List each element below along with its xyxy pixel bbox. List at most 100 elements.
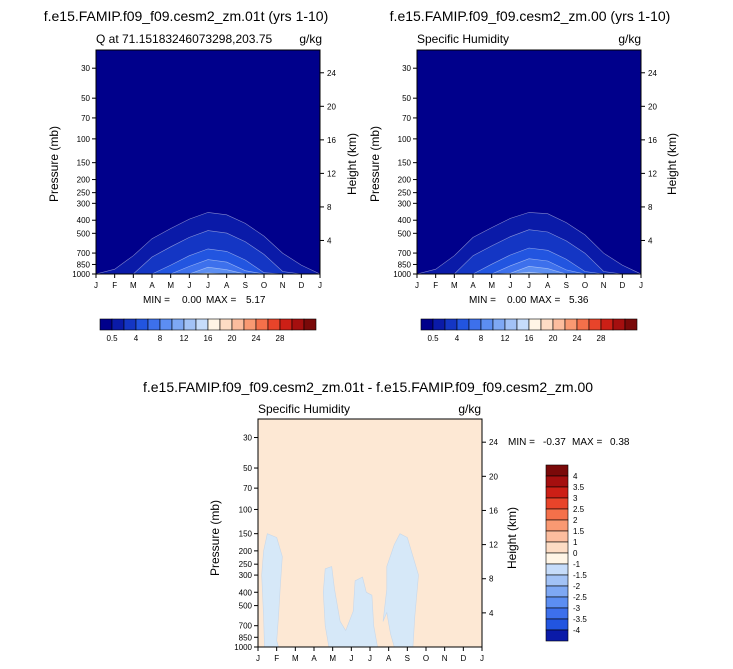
panel-1-xtick-label: M: [130, 281, 137, 290]
panel-1-colorbar-swatch: [267, 318, 281, 331]
panel-3-colorbar-label: -2: [573, 582, 581, 591]
panel-1-colorbar-swatch: [207, 318, 221, 331]
panel-1-ytick-label: 250: [77, 189, 91, 198]
panel-2-y2tick-label: 8: [648, 203, 653, 212]
panel-3-xtick-label: O: [423, 654, 429, 663]
panel-2-ylabel-right: Height (km): [665, 133, 679, 195]
panel-2-xtick-label: J: [639, 281, 643, 290]
panel-3-ytick-label: 1000: [234, 643, 252, 652]
panel-2-colorbar-swatch: [612, 318, 626, 331]
panel-3-colorbar-swatch: [545, 508, 569, 521]
panel-1-colorbar-label: 12: [180, 334, 189, 343]
panel-3-ytick-label: 50: [243, 464, 252, 473]
panel-1-colorbar-label: 24: [252, 334, 261, 343]
panel-1-min-value: 0.00: [182, 295, 202, 306]
panel-2-colorbar-swatch: [600, 318, 614, 331]
panel-3-y2tick-label: 12: [489, 541, 498, 550]
panel-1-xtick-label: J: [318, 281, 322, 290]
panel-2-ytick-label: 100: [398, 135, 412, 144]
panel-1-xtick-label: A: [224, 281, 230, 290]
panel-1-ytick-label: 300: [77, 199, 91, 208]
panel-2-ytick-label: 500: [398, 229, 412, 238]
panel-1-colorbar-label: 4: [134, 334, 139, 343]
panel-2-y2tick-label: 12: [648, 169, 657, 178]
panel-3-y2tick-label: 8: [489, 575, 494, 584]
panel-2-ytick-label: 400: [398, 216, 412, 225]
panel-1-max-value: 5.17: [246, 295, 266, 306]
panel-1-colorbar-swatch: [243, 318, 257, 331]
panel-1-ytick-label: 150: [77, 159, 91, 168]
panel-2-colorbar-swatch: [420, 318, 434, 331]
panel-3-colorbar-swatch: [545, 563, 569, 576]
panel-1-xtick-label: N: [280, 281, 286, 290]
panel-3-title: f.e15.FAMIP.f09_f09.cesm2_zm.01t - f.e15…: [143, 379, 593, 395]
panel-1-xtick-label: F: [112, 281, 117, 290]
panel-1-xtick-label: A: [149, 281, 155, 290]
panel-2-colorbar-label: 16: [525, 334, 534, 343]
panel-2-xtick-label: M: [488, 281, 495, 290]
panel-1-y2tick-label: 8: [327, 203, 332, 212]
panel-1-max-label: MAX =: [206, 295, 236, 306]
panel-1-colorbar-label: 28: [276, 334, 285, 343]
panel-1-colorbar-label: 16: [204, 334, 213, 343]
panel-3-y2tick-label: 24: [489, 438, 498, 447]
panel-2-ytick-label: 250: [398, 189, 412, 198]
panel-3-colorbar-swatch: [545, 618, 569, 631]
panel-1-colorbar-label: 0.5: [106, 334, 118, 343]
panel-1-colorbar-swatch: [255, 318, 269, 331]
panel-1-colorbar-swatch: [219, 318, 233, 331]
panel-3-colorbar-swatch: [545, 464, 569, 477]
panel-3-colorbar-swatch: [545, 596, 569, 609]
panel-3-colorbar: 4 3.5 3 2.5 2 1.5 1 0 -1 -1.5 -2 -2.5 -3 -3.5 -4: [545, 464, 587, 642]
panel-3-y2tick-label: 4: [489, 609, 494, 618]
panel-2-ytick-label: 1000: [393, 270, 411, 279]
panel-3-colorbar-swatch: [545, 541, 569, 554]
panel-2-colorbar-swatch: [456, 318, 470, 331]
panel-2-colorbar-swatch: [468, 318, 482, 331]
panel-2-ytick-label: 50: [402, 94, 411, 103]
panel-1-colorbar-swatch: [159, 318, 173, 331]
panel-2-colorbar-label: 28: [597, 334, 606, 343]
panel-3-colorbar-swatch: [545, 475, 569, 488]
panel-3-colorbar-swatch: [545, 574, 569, 587]
panel-2-xtick-label: J: [415, 281, 419, 290]
panel-1-colorbar: 0.5 4 8 12 16 20 24 28: [99, 318, 317, 343]
panel-3-colorbar-label: -4: [573, 626, 581, 635]
panel-3-ytick-label: 200: [239, 547, 253, 556]
panel-2-colorbar-label: 20: [549, 334, 558, 343]
panel-1-ytick-label: 200: [77, 176, 91, 185]
panel-2-ytick-label: 70: [402, 114, 411, 123]
panel-1-xtick-label: O: [261, 281, 267, 290]
panel-1-colorbar-swatch: [183, 318, 197, 331]
panel-2-xtick-label: S: [564, 281, 569, 290]
panel-3-colorbar-label: -2.5: [573, 593, 587, 602]
panel-3-negative-region: [261, 533, 283, 648]
panel-1-colorbar-swatch: [171, 318, 185, 331]
panel-3-subtitle: Specific Humidity: [258, 402, 350, 416]
panel-3-xtick-label: M: [329, 654, 336, 663]
panel-1-colorbar-swatch: [135, 318, 149, 331]
panel-1-colorbar-label: 20: [228, 334, 237, 343]
panel-3-colorbar-label: 1: [573, 538, 578, 547]
panel-3-ytick-label: 400: [239, 588, 253, 597]
panel-1-ytick-label: 500: [77, 229, 91, 238]
panel-3-colorbar-label: 4: [573, 472, 578, 481]
panel-1-colorbar-swatch: [195, 318, 209, 331]
panel-2-ytick-label: 200: [398, 176, 412, 185]
panel-1-colorbar-swatch: [147, 318, 161, 331]
panel-3-colorbar-label: -1: [573, 560, 581, 569]
panel-1-title: f.e15.FAMIP.f09_f09.cesm2_zm.01t (yrs 1-…: [44, 8, 329, 24]
panel-2-xtick-label: A: [545, 281, 551, 290]
panel-1-y2tick-label: 20: [327, 102, 336, 111]
panel-1-xtick-label: J: [206, 281, 210, 290]
panel-3-ylabel: Pressure (mb): [208, 500, 222, 576]
panel-1-y2tick-label: 12: [327, 169, 336, 178]
panel-3-xtick-label: J: [368, 654, 372, 663]
panel-2-ytick-label: 150: [398, 159, 412, 168]
panel-2-xtick-label: J: [508, 281, 512, 290]
panel-3-colorbar-swatch: [545, 497, 569, 510]
panel-2-colorbar-swatch: [624, 318, 638, 331]
panel-3-y2tick-label: 20: [489, 472, 498, 481]
